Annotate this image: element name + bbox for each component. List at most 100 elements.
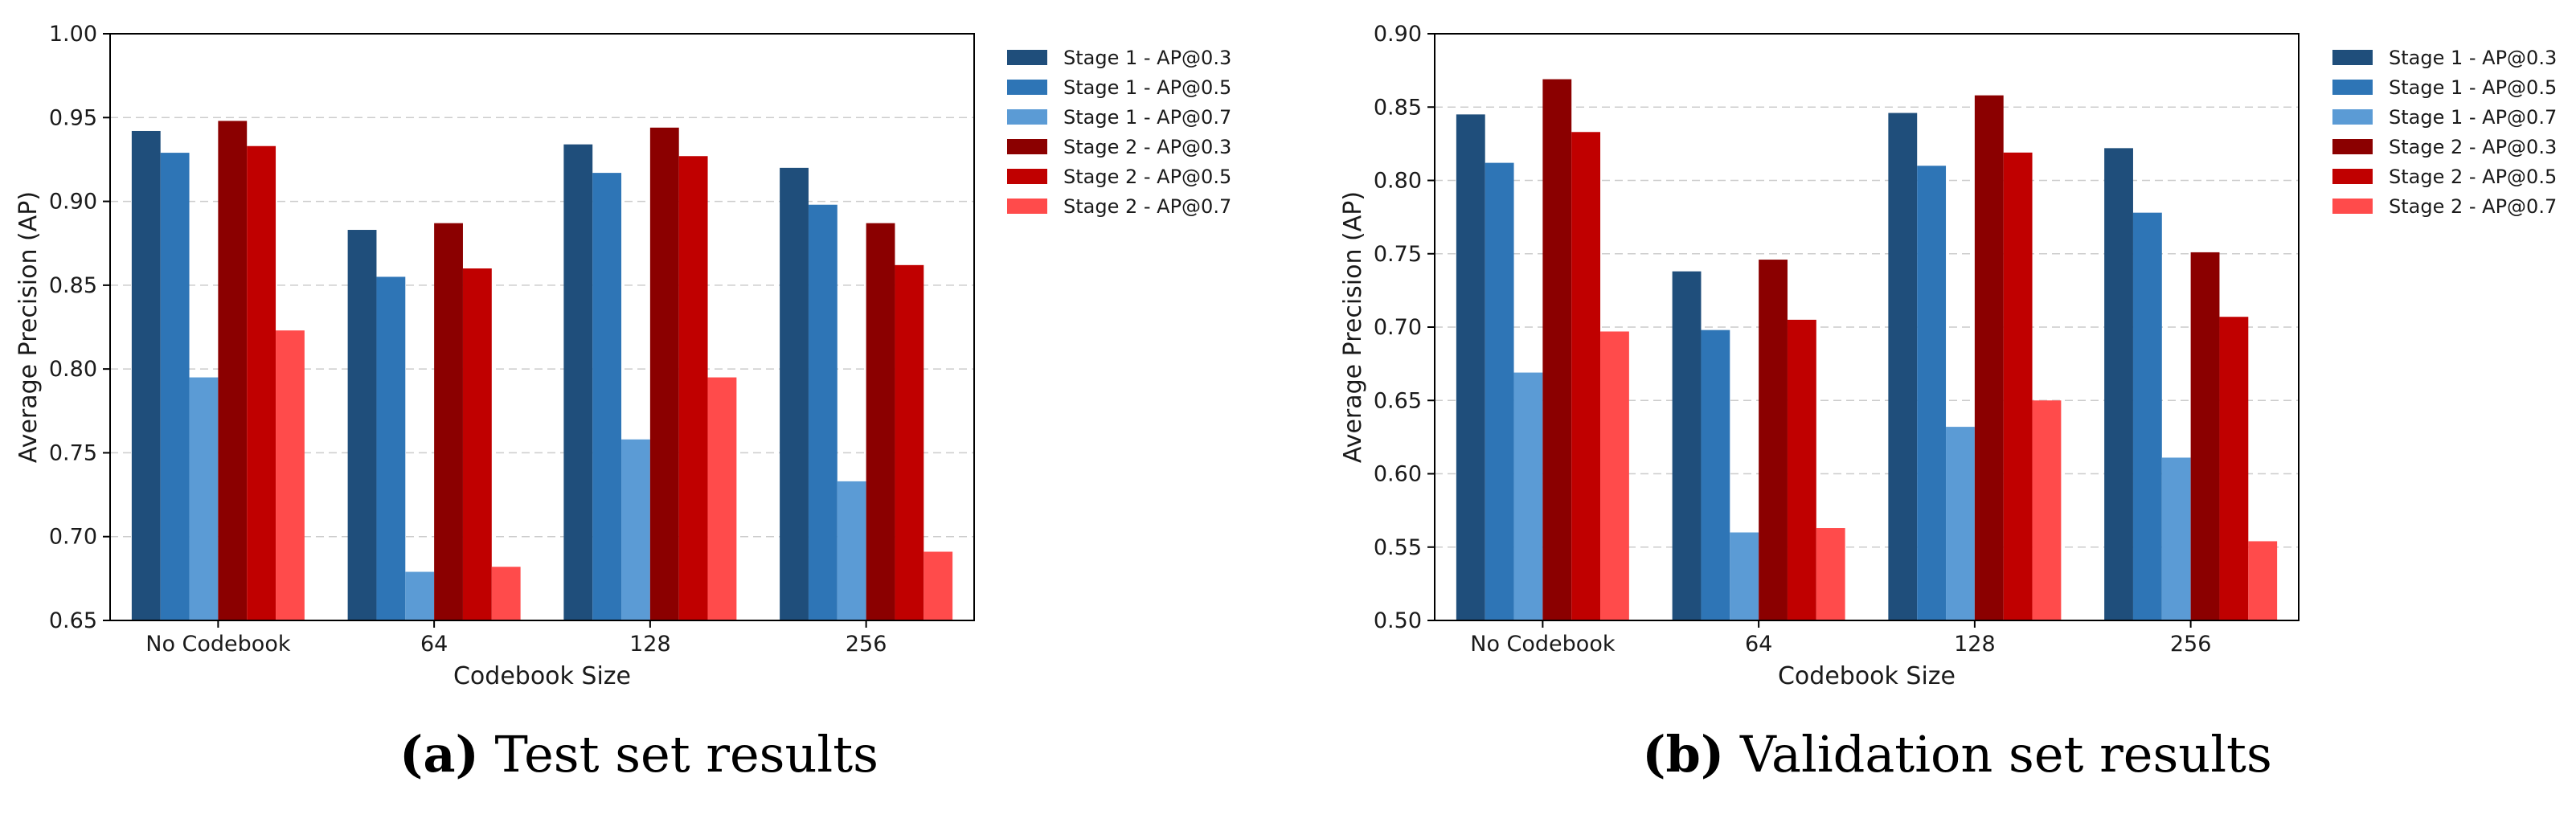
caption: (b) Validation set results — [1642, 725, 2272, 784]
x-axis-label: Codebook Size — [453, 662, 631, 690]
legend-label: Stage 2 - AP@0.5 — [1063, 166, 1231, 188]
bar — [1946, 427, 1975, 620]
bar — [649, 127, 679, 621]
y-tick-label: 0.90 — [1374, 22, 1422, 47]
x-tick-label: 256 — [846, 632, 887, 657]
y-tick-label: 0.95 — [49, 105, 97, 130]
bar — [2104, 148, 2133, 621]
bar — [491, 567, 521, 620]
bar — [592, 173, 622, 621]
bar — [621, 439, 650, 620]
y-tick-label: 0.65 — [1374, 388, 1422, 413]
legend: Stage 1 - AP@0.3 Stage 1 - AP@0.5 Stage 1 … — [1007, 47, 1231, 218]
bar — [247, 145, 276, 620]
bar — [2003, 152, 2033, 620]
legend-swatch — [2332, 139, 2373, 154]
y-axis-label: Average Precision (AP) — [14, 191, 43, 463]
legend-swatch — [1007, 50, 1047, 65]
bar — [2161, 457, 2191, 620]
y-tick-label: 0.90 — [49, 190, 97, 215]
legend-label: Stage 2 - AP@0.7 — [1063, 195, 1231, 218]
legend-swatch — [1007, 199, 1047, 214]
x-tick-label: No Codebook — [1470, 632, 1616, 657]
bar — [1571, 132, 1601, 620]
bar — [808, 204, 838, 620]
bar — [866, 223, 895, 620]
y-tick-label: 0.85 — [1374, 95, 1422, 120]
legend-label: Stage 1 - AP@0.7 — [2389, 106, 2557, 129]
bar — [1888, 113, 1918, 621]
legend-label: Stage 1 - AP@0.7 — [1063, 106, 1231, 129]
bar — [434, 223, 463, 620]
bar — [131, 130, 161, 620]
legend-swatch — [2332, 50, 2373, 65]
legend-swatch — [2332, 109, 2373, 125]
legend-swatch — [2332, 199, 2373, 214]
bar — [1816, 528, 1845, 620]
y-tick-label: 0.80 — [1374, 169, 1422, 194]
plot-frame — [109, 33, 975, 621]
bar — [405, 571, 435, 620]
caption-title: Test set results — [495, 725, 878, 784]
bar — [1600, 331, 1629, 620]
bar — [563, 144, 593, 620]
caption-space — [479, 725, 495, 784]
legend-label: Stage 2 - AP@0.5 — [2389, 166, 2557, 188]
y-tick-label: 0.50 — [1374, 608, 1422, 633]
bar — [189, 377, 219, 620]
x-tick-label: 128 — [629, 632, 671, 657]
caption: (a) Test set results — [399, 725, 878, 784]
y-tick-label: 0.85 — [49, 273, 97, 298]
x-tick-label: 64 — [1745, 632, 1772, 657]
chart-0: 0.65 0.70 0.75 0.80 0.85 0.90 0.95 1.00 No Codeb… — [14, 22, 1231, 784]
bar — [462, 268, 492, 620]
legend-swatch — [1007, 169, 1047, 184]
y-tick-label: 0.70 — [1374, 315, 1422, 340]
bar — [276, 330, 305, 620]
bar — [2248, 541, 2278, 620]
legend-label: Stage 1 - AP@0.5 — [1063, 76, 1231, 99]
y-tick-label: 0.80 — [49, 357, 97, 382]
x-axis-label: Codebook Size — [1778, 662, 1956, 690]
legend-swatch — [1007, 139, 1047, 154]
bar — [780, 167, 809, 620]
bar — [1730, 532, 1759, 620]
y-tick-label: 0.70 — [49, 525, 97, 550]
bar — [347, 230, 377, 620]
bar — [2190, 252, 2220, 620]
bar — [1917, 166, 1947, 620]
bar — [2032, 400, 2062, 620]
bar — [1513, 372, 1543, 620]
bar — [707, 377, 737, 620]
y-tick-label: 0.75 — [49, 440, 97, 465]
x-tick-label: 128 — [1954, 632, 1996, 657]
bar — [218, 121, 248, 620]
bar — [1672, 271, 1702, 620]
legend-swatch — [1007, 80, 1047, 95]
y-axis-label: Average Precision (AP) — [1339, 191, 1367, 463]
bar — [1485, 162, 1514, 621]
bar — [1759, 260, 1788, 620]
bar — [1456, 114, 1485, 620]
y-tick-label: 1.00 — [49, 22, 97, 47]
y-tick-label: 0.65 — [49, 608, 97, 633]
bar — [1542, 79, 1572, 620]
bar — [1787, 319, 1816, 620]
bar — [160, 153, 190, 621]
legend-label: Stage 2 - AP@0.3 — [2389, 136, 2557, 158]
legend: Stage 1 - AP@0.3 Stage 1 - AP@0.5 Stage 1 … — [2332, 47, 2557, 218]
caption-letter: (b) — [1642, 725, 1724, 784]
bar — [678, 156, 708, 620]
y-tick-label: 0.75 — [1374, 242, 1422, 267]
x-tick-label: 64 — [420, 632, 448, 657]
legend-label: Stage 2 - AP@0.7 — [2389, 195, 2557, 218]
caption-space — [1724, 725, 1740, 784]
legend-label: Stage 1 - AP@0.3 — [2389, 47, 2557, 69]
chart-1: 0.50 0.55 0.60 0.65 0.70 0.75 0.80 0.85 0.90 No C… — [1339, 22, 2557, 784]
x-tick-label: No Codebook — [145, 632, 291, 657]
legend-swatch — [2332, 80, 2373, 95]
bar — [2219, 317, 2249, 620]
legend-label: Stage 2 - AP@0.3 — [1063, 136, 1231, 158]
